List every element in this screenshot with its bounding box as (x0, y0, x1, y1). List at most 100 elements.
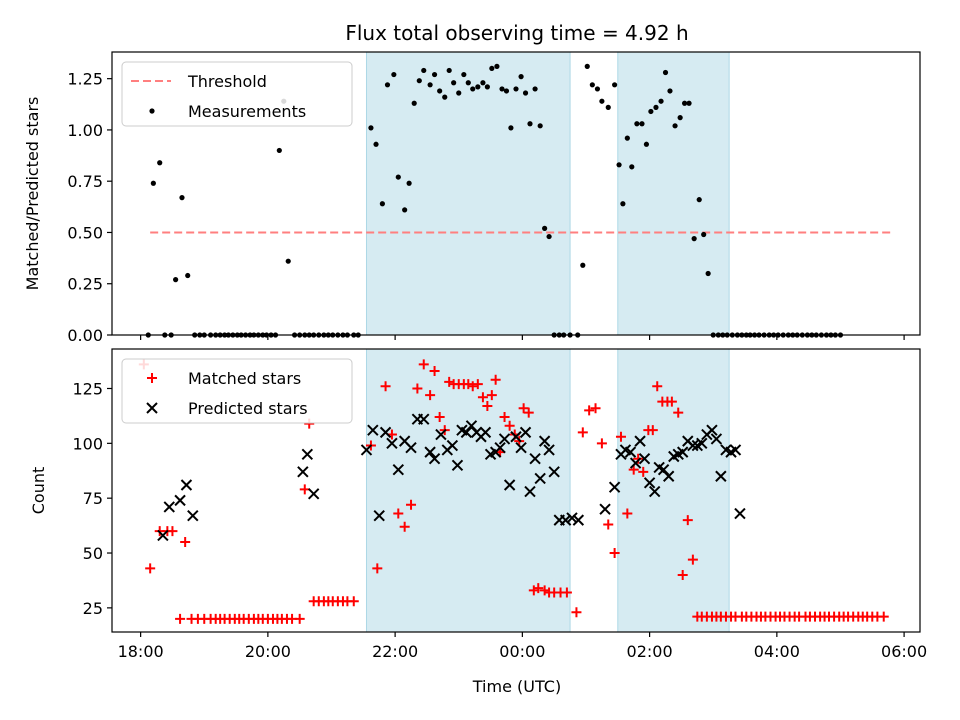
predicted-star-point (706, 424, 718, 436)
matched-star-point (504, 420, 515, 431)
measurement-point (446, 67, 452, 74)
predicted-star-point (460, 426, 473, 439)
matched-star-point (180, 537, 191, 548)
matched-star-point (652, 381, 663, 392)
matched-star-point (615, 431, 626, 442)
y-tick-label: 125 (72, 379, 103, 398)
measurement-point (537, 123, 543, 129)
measurement-point (629, 164, 635, 170)
ratio-panel: 0.00 0.25 0.50 0.75 1.00 1.25 Matched/Predicte… (23, 51, 921, 345)
measurement-point (442, 94, 448, 100)
measurement-point (461, 71, 467, 78)
matched-star-point (463, 379, 474, 390)
matched-star-point (622, 508, 633, 519)
predicted-star-point (548, 466, 560, 478)
observing-window-1 (365, 348, 571, 633)
measurement-point (480, 80, 486, 86)
measurement-point (546, 233, 552, 240)
matched-star-point (294, 613, 305, 624)
matched-star-point (609, 548, 620, 559)
matched-star-point (687, 554, 698, 565)
predicted-star-point (446, 439, 459, 452)
matched-star-point (590, 403, 601, 414)
matched-star-point (175, 613, 186, 624)
y-tick-label: 25 (83, 599, 103, 618)
measurement-point (522, 90, 529, 96)
y-tick-label: 0.25 (67, 275, 103, 294)
predicted-star-point (648, 485, 661, 498)
legend-label: Threshold (187, 72, 267, 91)
measurement-point (475, 84, 481, 90)
y-tick-label: 100 (72, 434, 103, 453)
y-tick-label: 1.00 (67, 121, 103, 140)
measurement-point (173, 277, 179, 283)
measurement-point (391, 71, 397, 78)
measurement-point (634, 121, 640, 127)
observing-window-1 (365, 51, 571, 336)
measurement-point (402, 207, 408, 213)
measurement-point (157, 160, 163, 166)
measurement-point (373, 141, 379, 147)
measurement-point (681, 100, 688, 106)
predicted-star-point (566, 512, 578, 524)
predicted-star-point (187, 510, 199, 522)
y-tick-label: 0.00 (67, 326, 103, 345)
predicted-star-point (624, 446, 637, 458)
measurement-point (589, 82, 595, 88)
matched-star-point (677, 569, 688, 580)
measurement-point (379, 201, 385, 207)
legend-box (121, 358, 353, 424)
matched-star-point (638, 466, 649, 477)
predicted-star-point (435, 428, 447, 441)
legend-matched-swatch (147, 373, 157, 383)
predicted-star-point (715, 470, 727, 482)
matched-star-point (490, 374, 501, 385)
matched-star-point (633, 453, 644, 464)
measurement-point (643, 141, 650, 147)
predicted-star-point (599, 503, 611, 515)
predicted-star-point (634, 435, 646, 447)
predicted-star-point (392, 463, 405, 476)
measurement-point (701, 231, 707, 238)
predicted-star-point (465, 420, 478, 432)
y-tick-label: 50 (83, 544, 103, 563)
measurement-point (179, 195, 185, 201)
measurement-point (437, 88, 443, 94)
observing-window-2 (617, 348, 730, 633)
matched-star-point (393, 508, 404, 519)
matched-star-point (533, 583, 544, 594)
matched-star-point (647, 425, 658, 436)
matched-star-point (499, 412, 510, 423)
predicted-star-point (734, 507, 746, 520)
predicted-star-point (418, 413, 430, 425)
measurement-point (672, 123, 678, 129)
y-tick-label: 1.25 (67, 70, 103, 89)
predicted-star-point (297, 466, 309, 478)
predicted-star-point (729, 444, 742, 456)
legend-label: Matched stars (188, 369, 301, 388)
predicted-star-point (572, 514, 585, 526)
matched-star-point (603, 519, 614, 530)
chart-title: Flux total observing time = 4.92 h (345, 21, 688, 45)
predicted-star-point (657, 463, 670, 476)
plot-frame (111, 51, 921, 336)
x-tick-label: 04:00 (754, 642, 800, 661)
matched-star-point (561, 587, 572, 598)
matched-star-point (477, 392, 488, 403)
measurement-point (658, 98, 664, 104)
predicted-star-point (428, 452, 441, 465)
measurement-point (456, 90, 462, 96)
measurement-point (508, 125, 514, 131)
matched-star-point (372, 563, 383, 574)
x-tick-label: 06:00 (881, 642, 927, 661)
predicted-star-point (479, 426, 492, 439)
matched-star-point (380, 381, 391, 392)
measurement-point (612, 82, 618, 88)
measurement-point (421, 67, 427, 74)
x-tick-label: 22:00 (372, 642, 418, 661)
predicted-star-point (515, 442, 527, 454)
predicted-star-point (424, 446, 436, 458)
observing-window-2 (617, 51, 730, 336)
predicted-star-point (405, 442, 417, 454)
